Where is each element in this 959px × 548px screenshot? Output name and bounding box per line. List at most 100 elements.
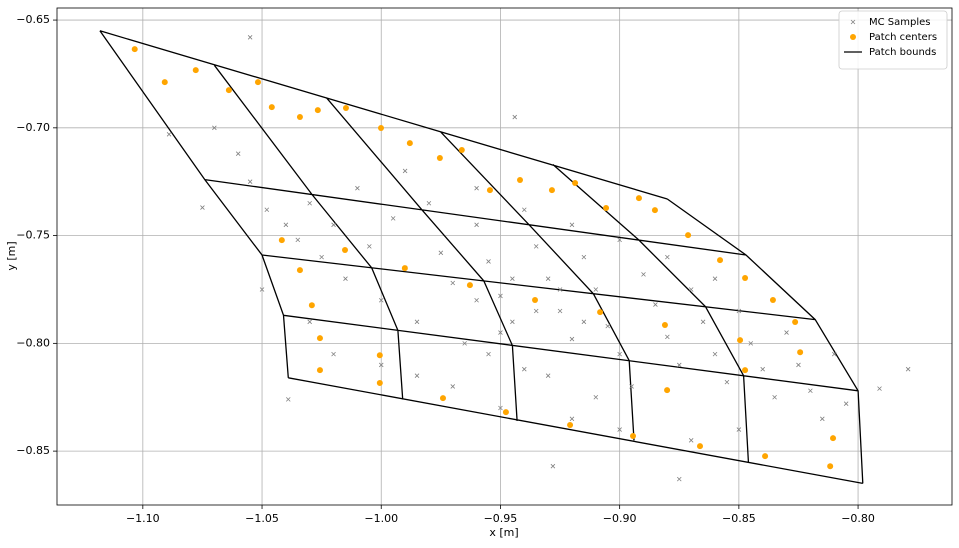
- y-tick-label: −0.75: [16, 229, 50, 242]
- mc-sample: [736, 308, 742, 314]
- mc-sample: [512, 114, 518, 120]
- mc-sample: [510, 276, 515, 281]
- grid: [57, 8, 952, 505]
- mc-sample: [712, 276, 718, 281]
- mc-sample: [629, 384, 634, 389]
- patch-center: [296, 114, 303, 121]
- mc-sample: [688, 438, 694, 443]
- mc-sample: [772, 394, 777, 400]
- patch-center: [161, 79, 168, 86]
- mc-sample: [569, 222, 575, 228]
- patch-center: [401, 265, 408, 272]
- patch-center: [439, 395, 446, 402]
- mc-sample: [581, 319, 587, 325]
- mc-sample: [641, 272, 646, 277]
- mc-sample: [212, 125, 217, 131]
- mc-sample: [235, 151, 241, 156]
- patch-center: [696, 443, 703, 450]
- mc-sample: [784, 330, 789, 335]
- patch-center: [458, 147, 465, 154]
- mc-sample: [343, 276, 348, 281]
- mc-sample: [474, 297, 479, 303]
- mc-sample: [200, 205, 205, 210]
- mc-sample: [550, 463, 556, 469]
- mc-sample: [498, 293, 503, 299]
- legend-marker: [850, 19, 856, 25]
- mc-sample: [510, 319, 515, 325]
- patch-center: [532, 297, 539, 304]
- patch-center: [661, 322, 668, 329]
- mc-sample: [331, 351, 336, 357]
- mc-sample: [593, 394, 599, 400]
- patch-center: [827, 463, 834, 470]
- patch-center: [742, 275, 749, 282]
- mc-sample: [665, 254, 670, 260]
- patch-center: [742, 367, 749, 374]
- patch-center: [830, 435, 837, 442]
- patch-center: [406, 140, 413, 147]
- patch-center: [792, 319, 799, 326]
- legend-box: [838, 10, 948, 70]
- patch-center: [603, 205, 610, 212]
- patch-center: [225, 87, 232, 94]
- mc-sample: [378, 362, 384, 368]
- patch-center: [131, 46, 138, 53]
- patch-center: [316, 367, 323, 374]
- mc-sample: [617, 427, 622, 432]
- mc-sample: [486, 259, 491, 264]
- patch-center: [192, 67, 199, 74]
- mc-sample: [605, 323, 611, 329]
- mc-sample: [307, 200, 312, 206]
- mc-sample: [498, 330, 503, 335]
- mc-sample: [557, 308, 563, 314]
- mc-sample: [259, 287, 265, 292]
- patch-center: [737, 337, 744, 344]
- mc-sample: [402, 168, 408, 174]
- mc-sample: [676, 362, 682, 368]
- legend: MC Samples Patch centers Patch bounds: [838, 10, 948, 70]
- axes-frame: [56, 7, 953, 506]
- mc-sample: [831, 351, 837, 357]
- y-tick-label: −0.65: [16, 13, 50, 26]
- x-tick-label: −1.00: [364, 512, 398, 525]
- mc-sample: [796, 362, 801, 368]
- legend-label: MC Samples: [869, 17, 931, 28]
- mc-sample: [247, 35, 253, 40]
- x-axis-label: x [m]: [489, 526, 518, 539]
- mc-sample: [653, 302, 658, 307]
- mc-sample: [285, 397, 291, 402]
- x-tick-label: −0.80: [841, 512, 875, 525]
- patch-center: [567, 422, 574, 429]
- patch-center: [376, 380, 383, 387]
- patch-center: [548, 187, 555, 194]
- patch-center: [278, 237, 285, 244]
- mc-sample: [426, 200, 432, 206]
- y-tick-label: −0.80: [16, 336, 50, 349]
- mc-sample: [486, 351, 491, 357]
- mc-sample: [688, 287, 694, 292]
- y-tick-label: −0.70: [16, 121, 50, 134]
- mc-sample: [808, 388, 813, 394]
- mc-sample: [533, 244, 539, 249]
- x-tick-label: −0.85: [722, 512, 756, 525]
- mc-sample: [307, 319, 312, 325]
- ticks: −1.10 −1.05 −1.00 −0.95 −0.90 −0.85 −0.80 −0.65…: [16, 13, 875, 525]
- patch-center: [268, 104, 275, 111]
- mc-sample: [474, 222, 479, 228]
- mc-sample: [319, 254, 324, 260]
- mc-sample: [414, 319, 420, 325]
- mc-sample: [593, 287, 599, 292]
- patch-center: [635, 195, 642, 202]
- mc-sample: [877, 386, 882, 391]
- mc-sample: [557, 287, 563, 292]
- patch-center: [296, 267, 303, 274]
- mc-sample: [700, 319, 706, 325]
- mc-sample: [665, 334, 670, 340]
- patch-center: [486, 187, 493, 194]
- mc-sample: [545, 276, 551, 281]
- mc-sample: [331, 222, 336, 228]
- mc-sample: [378, 297, 384, 303]
- patch-center: [797, 349, 804, 356]
- mc-sample: [545, 373, 551, 378]
